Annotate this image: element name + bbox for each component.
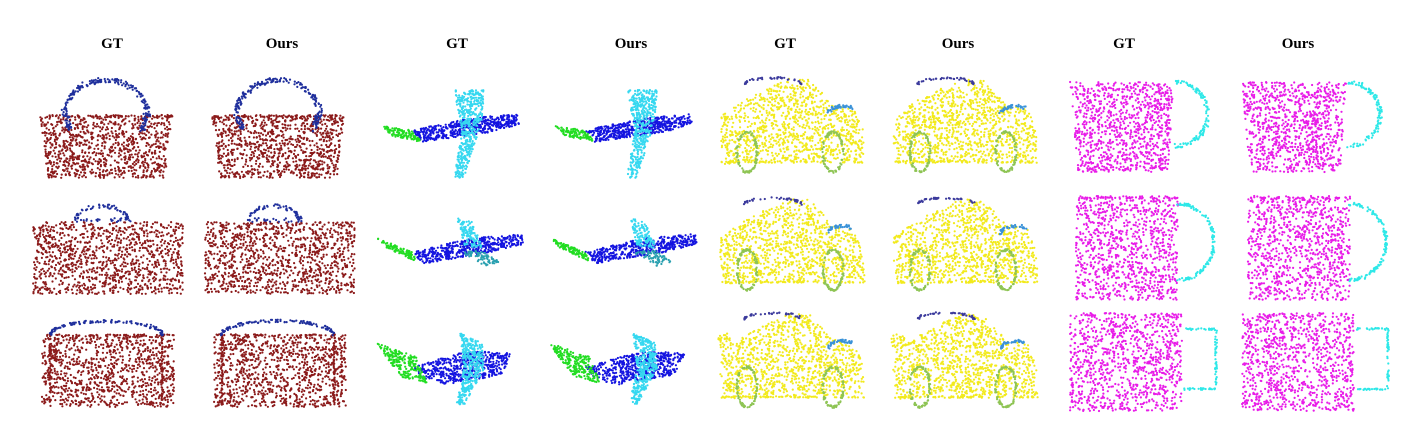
airplane-point-cloud-gt-row1 [372, 70, 532, 190]
airplane-point-cloud-gt-row3 [372, 305, 532, 425]
bag-point-cloud-ours-row3 [202, 305, 362, 425]
mug-point-cloud-gt-row3 [1068, 305, 1228, 425]
car-point-cloud-ours-row1 [888, 70, 1048, 190]
airplane-point-cloud-ours-row2 [545, 190, 705, 310]
column-header-ours-airplane: Ours [571, 36, 691, 53]
column-header-ours-bag: Ours [222, 36, 342, 53]
bag-point-cloud-ours-row2 [202, 190, 362, 310]
airplane-point-cloud-ours-row1 [545, 70, 705, 190]
bag-point-cloud-gt-row1 [30, 70, 190, 190]
car-point-cloud-ours-row2 [888, 190, 1048, 310]
column-header-gt-mug: GT [1064, 36, 1184, 53]
mug-point-cloud-gt-row1 [1068, 70, 1228, 190]
mug-point-cloud-ours-row2 [1240, 190, 1400, 310]
airplane-point-cloud-ours-row3 [545, 305, 705, 425]
column-header-ours-car: Ours [898, 36, 1018, 53]
bag-point-cloud-ours-row1 [202, 70, 362, 190]
car-point-cloud-gt-row3 [715, 305, 875, 425]
column-header-gt-airplane: GT [397, 36, 517, 53]
bag-point-cloud-gt-row3 [30, 305, 190, 425]
column-header-gt-bag: GT [52, 36, 172, 53]
car-point-cloud-gt-row2 [715, 190, 875, 310]
mug-point-cloud-ours-row1 [1240, 70, 1400, 190]
car-point-cloud-gt-row1 [715, 70, 875, 190]
column-header-ours-mug: Ours [1238, 36, 1358, 53]
mug-point-cloud-ours-row3 [1240, 305, 1400, 425]
bag-point-cloud-gt-row2 [30, 190, 190, 310]
column-header-gt-car: GT [725, 36, 845, 53]
airplane-point-cloud-gt-row2 [372, 190, 532, 310]
mug-point-cloud-gt-row2 [1068, 190, 1228, 310]
car-point-cloud-ours-row3 [888, 305, 1048, 425]
